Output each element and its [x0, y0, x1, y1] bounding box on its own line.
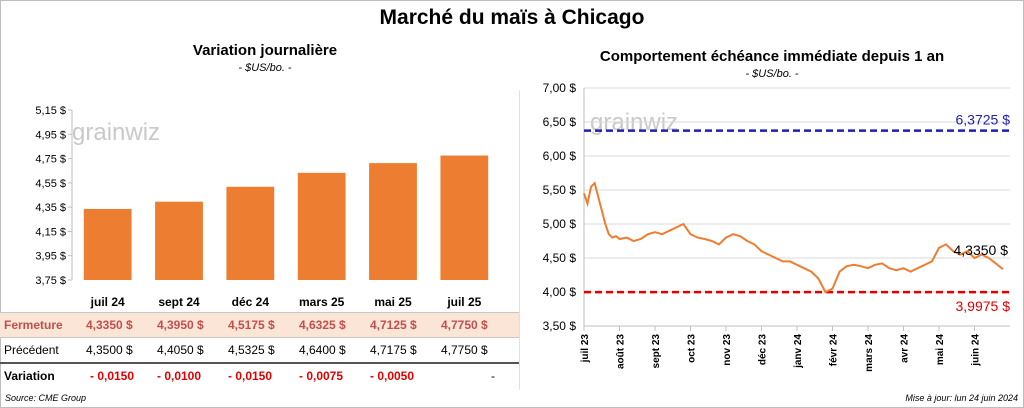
line-x-tick-label: avr 24 — [900, 334, 911, 363]
price-line — [583, 181, 1004, 294]
bar-y-tick-label: 4,95 $ — [35, 129, 66, 141]
watermark-logo: grainwiz — [72, 119, 160, 146]
bar — [369, 163, 417, 280]
line-y-tick-label: 6,50 $ — [543, 115, 577, 129]
table-cell: 4,3950 $ — [157, 318, 204, 332]
bar-x-tick-label: sept 24 — [158, 295, 200, 309]
row-label: Fermeture — [4, 318, 63, 332]
bar-y-tick-label: 4,15 $ — [35, 226, 66, 238]
left-chart-title: Variation journalière — [192, 42, 338, 59]
bar — [297, 172, 346, 280]
bar-x-tick-label: mai 25 — [374, 295, 412, 309]
bar-chart: grainwiz 3,75 $ 3,95 $ 4,15 $ 4,35 $ 4,55 $ 4… — [35, 105, 489, 309]
table-cell: 4,7175 $ — [370, 343, 417, 357]
line-y-tick-label: 4,50 $ — [543, 251, 577, 265]
table-cell: - 0,0050 — [370, 369, 415, 383]
panel-separator — [519, 90, 520, 390]
line-x-tick-label: nov 23 — [722, 334, 733, 366]
bar-y-tick-label: 4,35 $ — [35, 202, 66, 214]
table-cell: 4,6325 $ — [299, 318, 346, 332]
bar-x-tick-label: juil 24 — [90, 295, 125, 309]
line-x-tick-label: mars 24 — [864, 334, 875, 372]
table-cell: 4,3350 $ — [86, 318, 133, 332]
table-cell: 4,7125 $ — [370, 318, 417, 332]
high-reference-label: 6,3725 $ — [956, 112, 1011, 128]
bar-x-tick-label: mars 25 — [299, 295, 345, 309]
table-row-close: Fermeture 4,3350 $ 4,3950 $ 4,5175 $ 4,6… — [0, 312, 519, 338]
line-chart: grainwiz 3,50 $4,00 $4,50 $5,00 $5,50 $6… — [543, 81, 1011, 372]
reference-lines: 6,3725 $ 3,9975 $ — [584, 112, 1010, 314]
table-cell: 4,6400 $ — [299, 343, 346, 357]
left-chart-unit: - $US/bo. - — [238, 62, 292, 74]
line-x-axis: juil 23 août 23 sept 23 oct 23 nov 23 déc 23 j… — [580, 325, 1010, 372]
table-cell: - 0,0100 — [157, 369, 202, 383]
table-row-previous: Précédent 4,3500 $ 4,4050 $ 4,5325 $ 4,6… — [0, 338, 519, 364]
bar — [226, 186, 275, 280]
bar-y-tick-label: 3,75 $ — [35, 275, 66, 287]
table-cell: - 0,0150 — [228, 369, 273, 383]
table-cell: - 0,0075 — [299, 369, 344, 383]
line-x-tick-label: juin 24 — [971, 334, 982, 367]
table-cell: 4,3500 $ — [86, 343, 133, 357]
table-cell: - 0,0150 — [90, 369, 135, 383]
table-cell: 4,5175 $ — [228, 318, 275, 332]
line-x-tick-label: juil 23 — [580, 334, 591, 364]
table-cell: 4,5325 $ — [228, 343, 275, 357]
table-cell: 4,4050 $ — [157, 343, 204, 357]
table-row-variation: Variation - 0,0150 - 0,0100 - 0,0150 - 0… — [0, 364, 519, 388]
line-x-tick-label: août 23 — [616, 334, 627, 369]
line-y-tick-label: 6,00 $ — [543, 149, 577, 163]
right-chart-title: Comportement échéance immédiate depuis 1… — [599, 48, 945, 65]
line-x-tick-label: janv 24 — [793, 334, 804, 369]
line-x-tick-label: févr 24 — [829, 334, 840, 367]
bar-y-tick-label: 5,15 $ — [35, 105, 66, 117]
table-cell: - — [491, 369, 495, 383]
bar-x-tick-label: déc 24 — [232, 295, 270, 309]
line-x-tick-label: mai 24 — [935, 334, 946, 366]
bar-y-tick-label: 4,55 $ — [35, 178, 66, 190]
line-x-tick-label: oct 23 — [687, 334, 698, 363]
bar-x-tick-label: juil 25 — [446, 295, 481, 309]
line-y-tick-label: 5,00 $ — [543, 217, 577, 231]
row-label: Variation — [4, 369, 55, 383]
line-x-tick-label: sept 23 — [651, 334, 662, 369]
line-y-tick-label: 3,50 $ — [543, 319, 577, 333]
main-title: Marché du maïs à Chicago — [379, 6, 645, 29]
table-cell: 4,7750 $ — [441, 318, 488, 332]
bar — [440, 155, 489, 280]
bar-y-tick-label: 4,75 $ — [35, 154, 66, 166]
line-x-tick-label: déc 23 — [758, 334, 769, 366]
last-value-label: 4,3350 $ — [954, 242, 1009, 258]
low-reference-label: 3,9975 $ — [956, 298, 1011, 314]
right-chart-unit: - $US/bo. - — [745, 68, 799, 80]
row-label: Précédent — [4, 343, 59, 357]
bar-x-axis: juil 24 sept 24 déc 24 mars 25 mai 25 juil 25 — [90, 295, 482, 309]
update-note: Mise à jour: lun 24 juin 2024 — [905, 393, 1018, 403]
line-series: 4,3350 $ — [583, 181, 1009, 294]
line-y-tick-label: 7,00 $ — [543, 81, 577, 95]
line-y-tick-label: 5,50 $ — [543, 183, 577, 197]
line-y-axis: 3,50 $ 4,00 $ 4,50 $ 5,00 $ 5,50 $ 6,00 $ 6,50… — [543, 81, 585, 333]
bar-y-axis: 3,75 $ 3,95 $ 4,15 $ 4,35 $ 4,55 $ 4,75 $ 4,95… — [35, 105, 73, 287]
bar — [83, 208, 132, 280]
table-cell: 4,7750 $ — [441, 343, 488, 357]
bar-series — [83, 155, 489, 280]
source-note: Source: CME Group — [5, 393, 87, 403]
bar — [155, 201, 203, 280]
bar-y-tick-label: 3,95 $ — [35, 251, 66, 263]
line-y-tick-label: 4,00 $ — [543, 285, 577, 299]
